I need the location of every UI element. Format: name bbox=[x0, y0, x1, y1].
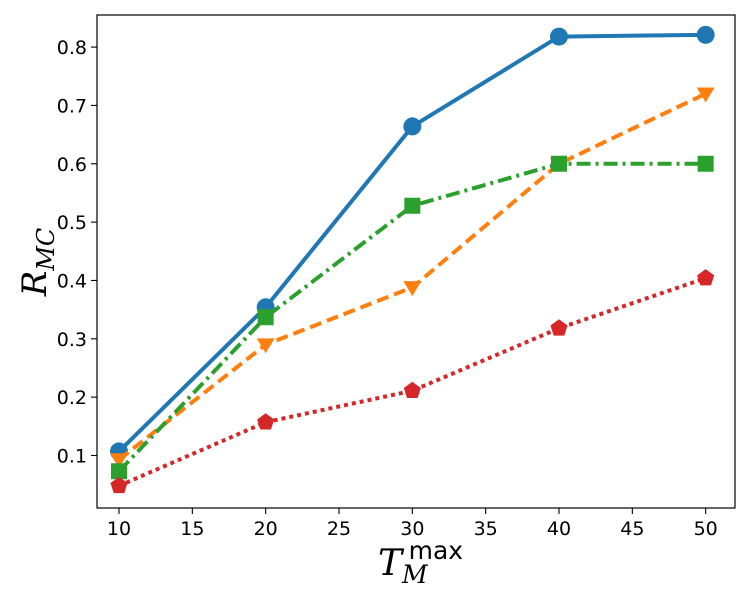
data-point bbox=[403, 281, 422, 297]
y-axis-label-base: R bbox=[15, 271, 55, 298]
data-point bbox=[257, 309, 274, 326]
plot-frame bbox=[96, 14, 736, 509]
data-point bbox=[551, 155, 567, 172]
x-axis-label: TMmax bbox=[378, 536, 463, 589]
data-point bbox=[110, 453, 128, 469]
x-tick-label: 10 bbox=[107, 518, 131, 540]
data-point bbox=[697, 269, 715, 286]
y-tick-label: 0.2 bbox=[57, 387, 87, 409]
y-tick-label: 0.4 bbox=[57, 270, 87, 292]
y-tick-label: 0.1 bbox=[57, 445, 87, 467]
y-tick-label: 0.6 bbox=[57, 154, 87, 176]
x-axis: 10 15 20 25 30 35 40 45 50 bbox=[107, 508, 718, 540]
data-point bbox=[550, 319, 568, 336]
plot-background bbox=[97, 15, 735, 508]
data-point bbox=[696, 25, 715, 44]
y-axis-label: RMC bbox=[15, 228, 60, 298]
series-3 bbox=[111, 155, 714, 480]
data-point bbox=[110, 476, 128, 494]
data-point bbox=[403, 381, 421, 399]
x-tick-label: 15 bbox=[180, 518, 204, 540]
series-layer bbox=[110, 25, 715, 494]
y-tick-label: 0.3 bbox=[57, 329, 87, 351]
series-line bbox=[117, 161, 706, 473]
x-tick-label: 35 bbox=[474, 518, 498, 540]
series-line bbox=[118, 276, 707, 488]
y-tick-label: 0.7 bbox=[57, 95, 87, 117]
x-tick-label: 50 bbox=[694, 518, 718, 540]
x-axis-label-base: T bbox=[378, 543, 405, 584]
x-tick-label: 25 bbox=[327, 518, 351, 540]
data-point bbox=[696, 87, 715, 103]
data-point bbox=[697, 155, 714, 172]
data-point bbox=[256, 338, 275, 354]
x-tick-label: 20 bbox=[254, 518, 278, 540]
y-axis: 0.1 0.2 0.3 0.4 0.5 0.6 0.7 0.8 bbox=[57, 37, 97, 467]
y-tick-label: 0.5 bbox=[57, 212, 87, 234]
y-axis-label-sub: MC bbox=[32, 228, 60, 272]
x-tick-label: 30 bbox=[400, 518, 424, 540]
data-point bbox=[111, 463, 127, 480]
data-point bbox=[404, 197, 421, 214]
x-tick-label: 45 bbox=[620, 518, 644, 540]
data-point bbox=[257, 413, 275, 430]
x-axis-label-sub: M bbox=[401, 560, 429, 589]
y-tick-label: 0.8 bbox=[57, 37, 87, 59]
x-axis-label-sup: max bbox=[409, 536, 463, 565]
data-point bbox=[403, 117, 422, 136]
series-4 bbox=[110, 269, 715, 494]
data-point bbox=[550, 27, 568, 46]
x-tick-label: 40 bbox=[547, 518, 571, 540]
